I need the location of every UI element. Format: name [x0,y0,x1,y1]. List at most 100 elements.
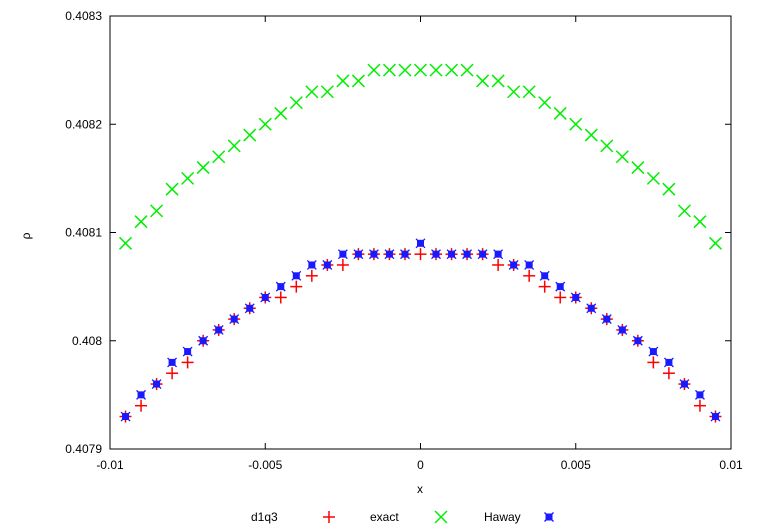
data-point [274,106,288,120]
data-point [243,128,257,142]
data-point [212,150,226,164]
data-point [166,367,179,380]
data-point [524,260,535,270]
data-point [336,74,350,88]
data-point [617,324,628,335]
data-point [134,215,148,229]
y-tick-label: 0.408 [72,334,102,348]
data-point [181,356,194,369]
data-point [523,269,536,282]
data-point [305,85,319,99]
data-point [398,63,412,77]
data-point [446,249,457,260]
data-point [198,335,209,346]
legend: d1q3 exact Haway [251,510,554,524]
data-point [291,270,302,281]
data-point [663,357,674,368]
data-point [491,74,505,88]
legend-label: Haway [484,510,521,524]
data-point [414,248,427,261]
data-point [384,249,395,260]
x-tick-label: -0.005 [248,458,282,472]
x-tick-label: 0.005 [561,458,591,472]
data-point [462,249,473,260]
data-point [229,314,240,325]
data-point [136,389,147,400]
data-point [382,63,396,77]
data-point [569,117,583,131]
data-point [431,249,441,260]
data-point [320,85,334,99]
data-point [196,161,210,175]
data-point [150,204,164,218]
data-point [353,249,364,260]
data-point [445,63,459,77]
data-point [367,63,381,77]
data-point [460,63,474,77]
data-point [538,96,552,110]
data-point [632,335,643,346]
data-point [244,303,255,314]
data-point [631,161,645,175]
y-axis-label: ρ [19,232,33,239]
data-point [290,280,303,293]
x-axis-label: x [417,482,423,496]
data-point [553,106,567,120]
data-point [151,379,162,390]
data-point [213,324,224,335]
data-point [538,280,551,293]
data-point [289,96,303,110]
y-tick-label: 0.4081 [65,226,102,240]
data-point [615,150,629,164]
x-tick-label: 0.01 [719,458,743,472]
legend-marker [434,510,448,524]
data-point [648,346,659,357]
data-point [601,314,612,325]
series-exact [118,63,723,250]
data-point [492,258,505,271]
data-point [693,399,706,412]
y-tick-label: 0.4083 [65,9,102,23]
data-point [135,399,148,412]
x-tick-label: 0 [417,458,424,472]
data-point [413,63,428,77]
legend-marker [544,512,554,522]
data-point [584,128,598,142]
data-point [305,269,318,282]
data-point [647,356,660,369]
data-point [554,291,567,304]
legend-marker [323,511,335,523]
data-point [539,270,550,281]
data-point [429,63,443,77]
data-point [476,74,490,88]
data-point [118,236,133,250]
data-point [351,74,365,88]
data-point [708,236,723,250]
data-point [260,292,271,303]
data-point [662,182,676,196]
data-point [368,249,379,260]
series-haway [120,238,721,422]
data-point [508,260,519,270]
data-point [694,389,705,400]
data-point [322,260,333,270]
plot-frame [109,15,732,450]
data-point [677,204,691,218]
legend-label: d1q3 [251,510,278,524]
data-point [182,346,193,357]
data-point [662,367,675,380]
data-point [522,85,536,99]
data-point [336,258,349,271]
data-point [400,249,410,260]
data-point [227,139,241,153]
data-point [586,303,597,314]
data-point [646,171,660,185]
data-point [120,411,131,422]
data-point [555,281,566,292]
data-point [258,117,272,131]
data-point [710,411,721,422]
data-point [415,238,426,249]
data-point [493,249,504,260]
data-point [165,182,179,196]
